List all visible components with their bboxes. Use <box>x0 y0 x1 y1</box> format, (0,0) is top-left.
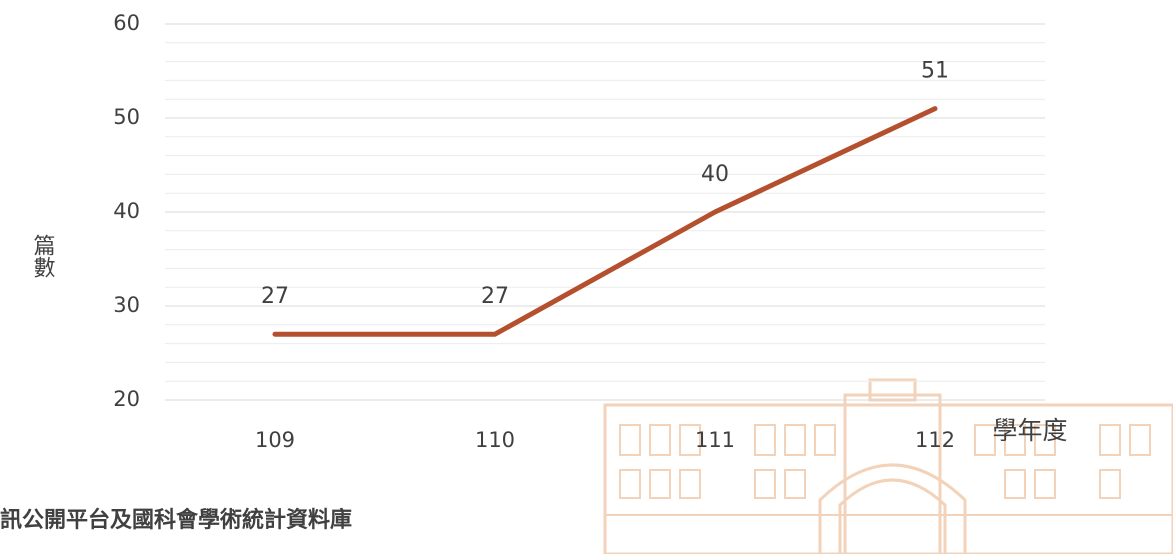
y-tick-label: 50 <box>113 105 140 129</box>
x-tick-label: 112 <box>915 428 955 452</box>
plot <box>165 23 1045 401</box>
background-building <box>603 378 1173 554</box>
x-tick-label: 111 <box>695 428 735 452</box>
footer-source: 訊公開平台及國科會學術統計資料庫 <box>0 507 352 533</box>
y-tick-label: 40 <box>113 199 140 223</box>
y-tick-label: 20 <box>113 387 140 411</box>
data-label: 27 <box>261 284 289 309</box>
data-label: 40 <box>701 162 729 187</box>
x-axis-label: 學年度 <box>992 416 1067 445</box>
x-tick-label: 110 <box>475 428 515 452</box>
y-tick-label: 30 <box>113 293 140 317</box>
data-label: 51 <box>921 59 949 84</box>
x-tick-label: 109 <box>255 428 295 452</box>
line <box>272 106 938 337</box>
data-label: 27 <box>481 284 509 309</box>
y-axis-label: 篇數 <box>30 234 56 278</box>
y-tick-label: 60 <box>113 11 140 35</box>
